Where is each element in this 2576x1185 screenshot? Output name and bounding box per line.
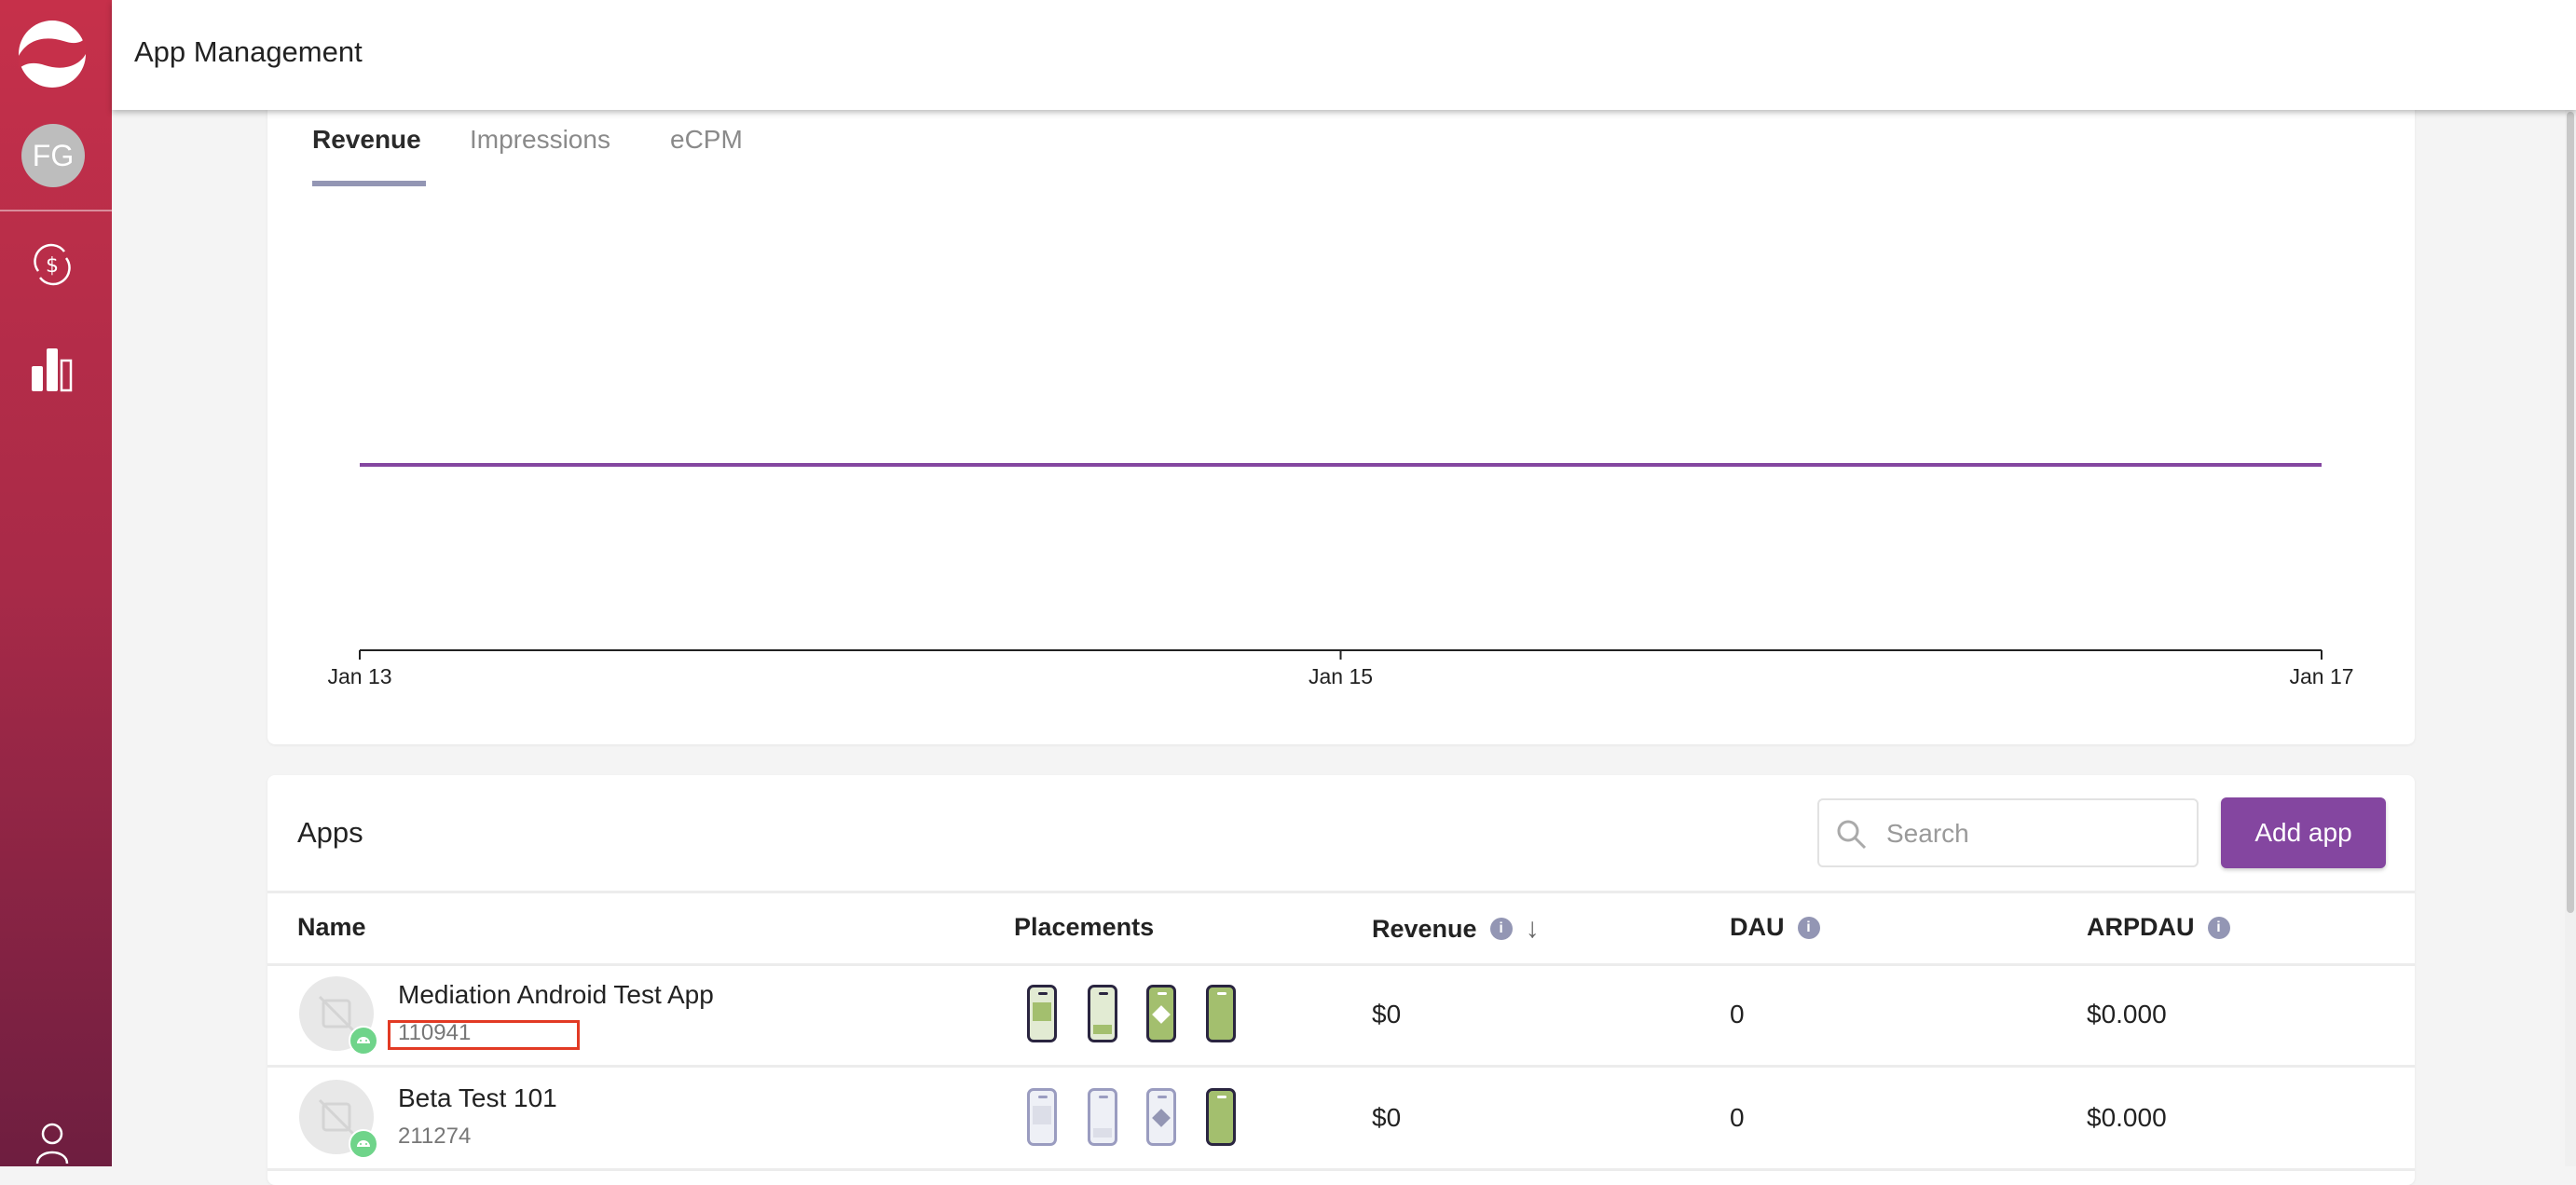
user-icon[interactable] (35, 1121, 69, 1166)
info-icon[interactable]: i (2207, 916, 2230, 939)
dau-value: 0 (1730, 1000, 1745, 1028)
tab-impressions[interactable]: Impressions (470, 125, 610, 154)
apps-title: Apps (297, 816, 363, 849)
page-title: App Management (134, 35, 363, 68)
add-app-button[interactable]: Add app (2221, 797, 2386, 868)
fullscreen-placement-icon[interactable] (1206, 985, 1236, 1042)
column-header-placements: Placements (1014, 913, 1154, 942)
column-header-name[interactable]: Name (297, 913, 366, 942)
column-header-arpdau[interactable]: ARPDAU i (2087, 913, 2230, 942)
android-badge-icon (349, 1129, 378, 1159)
android-badge-icon (349, 1026, 378, 1056)
arpdau-value: $0.000 (2087, 1103, 2167, 1132)
top-bar: App Management (112, 0, 2576, 110)
banner-placement-icon[interactable] (1027, 1088, 1057, 1146)
analytics-icon[interactable] (31, 347, 74, 392)
divider (267, 963, 2415, 966)
no-image-icon (318, 995, 355, 1032)
highlight-box (388, 1020, 580, 1050)
search-input[interactable]: Search (1817, 798, 2199, 867)
info-icon[interactable]: i (1797, 916, 1820, 939)
search-placeholder: Search (1886, 819, 1969, 848)
interstitial-placement-icon[interactable] (1088, 985, 1117, 1042)
monetization-icon[interactable]: $ (31, 243, 74, 286)
brand-logo[interactable] (17, 19, 88, 89)
scrollbar[interactable] (2565, 0, 2576, 1166)
column-header-revenue[interactable]: Revenue i ↓ (1372, 913, 1540, 945)
active-tab-indicator (312, 181, 426, 186)
no-image-icon (318, 1098, 355, 1136)
app-id: 211274 (398, 1124, 472, 1149)
svg-text:$: $ (46, 254, 59, 278)
column-label: Name (297, 913, 366, 941)
app-id: 110941 (398, 1020, 472, 1045)
revenue-value: $0 (1372, 1000, 1402, 1028)
sort-descending-icon[interactable]: ↓ (1525, 913, 1540, 944)
column-label: ARPDAU (2087, 913, 2195, 941)
divider (267, 1168, 2415, 1171)
tab-ecpm[interactable]: eCPM (670, 125, 743, 154)
column-label: Placements (1014, 913, 1155, 941)
app-name[interactable]: Mediation Android Test App (398, 980, 714, 1009)
column-header-dau[interactable]: DAU i (1730, 913, 1820, 942)
divider (267, 891, 2415, 893)
user-avatar[interactable]: FG (21, 124, 85, 187)
interstitial-placement-icon[interactable] (1088, 1088, 1117, 1146)
revenue-chart: Jan 13 Jan 15 Jan 17 (327, 463, 2354, 688)
divider (267, 1065, 2415, 1068)
search-icon (1837, 820, 1867, 850)
banner-placement-icon[interactable] (1027, 985, 1057, 1042)
x-tick-label: Jan 13 (327, 664, 391, 688)
column-label: Revenue (1372, 914, 1477, 943)
x-tick-label: Jan 15 (1309, 664, 1373, 688)
arpdau-value: $0.000 (2087, 1000, 2167, 1028)
rewarded-placement-icon[interactable] (1146, 985, 1176, 1042)
info-icon[interactable]: i (1489, 918, 1513, 940)
x-tick-label: Jan 17 (2289, 664, 2353, 688)
tab-revenue[interactable]: Revenue (312, 125, 421, 154)
revenue-value: $0 (1372, 1103, 1402, 1132)
fullscreen-placement-icon[interactable] (1206, 1088, 1236, 1146)
app-name[interactable]: Beta Test 101 (398, 1083, 557, 1112)
app-icon-placeholder (299, 1080, 374, 1154)
dau-value: 0 (1730, 1103, 1745, 1132)
rewarded-placement-icon[interactable] (1146, 1088, 1176, 1146)
column-label: DAU (1730, 913, 1785, 941)
scrollbar-thumb[interactable] (2567, 112, 2574, 913)
sidebar: FG $ (0, 0, 112, 1166)
sidebar-divider (0, 210, 112, 211)
chart-card (267, 84, 2415, 744)
